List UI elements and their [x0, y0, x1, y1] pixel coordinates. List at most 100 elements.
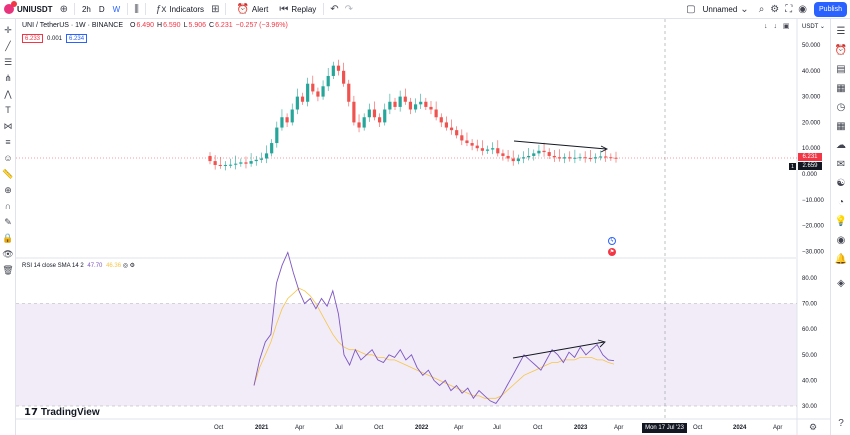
lock-icon[interactable]: 🔒	[2, 232, 14, 243]
replay-button[interactable]: ⏮ Replay	[272, 0, 320, 19]
camera-icon[interactable]: ◉	[798, 3, 807, 15]
tv-mark-icon: 𝟭𝟳	[24, 407, 38, 418]
buy-price-button[interactable]: 6.234	[66, 34, 88, 43]
fib-icon[interactable]: ≡	[5, 137, 11, 147]
ruler-icon[interactable]: 📏	[2, 168, 14, 179]
help-icon[interactable]: ?	[838, 417, 844, 429]
lightning-icon[interactable]: ϟ	[608, 237, 616, 245]
candle-body	[285, 117, 289, 123]
interval-w[interactable]: W	[112, 4, 121, 14]
candle-body	[357, 122, 361, 128]
candle-body	[218, 164, 222, 166]
candle-body	[208, 155, 212, 162]
text-tool-icon[interactable]: T	[5, 105, 11, 115]
alarm-clock-icon: ⏰	[236, 3, 249, 15]
time-tick-label: 2023	[574, 425, 588, 431]
chart-area[interactable]: 50.000 40.000 30.000 20.000 10.000 0.000 −10.0…	[16, 19, 830, 435]
candle-body	[424, 101, 428, 107]
layout-grid-icon[interactable]: ⊞	[211, 3, 220, 15]
currency-selector[interactable]: USDT ⌄	[802, 23, 825, 30]
alerts-icon[interactable]: ⏰	[834, 44, 848, 56]
calendar-grid-icon[interactable]: ▦	[836, 120, 846, 132]
tradingview-logo[interactable]: 𝟭𝟳 TradingView	[24, 407, 100, 418]
gear-icon[interactable]: ⚙	[809, 422, 818, 432]
candle-type-icon[interactable]: ⫼	[134, 3, 139, 15]
rsi-tick-label: 60.00	[802, 327, 818, 333]
zoom-in-icon[interactable]: ⊕	[4, 184, 12, 195]
calendar-icon[interactable]: ▦	[836, 82, 846, 94]
time-tick-label: Apr	[454, 425, 463, 431]
redo-icon[interactable]: ↷	[344, 3, 354, 15]
indicators-label: Indicators	[169, 4, 205, 14]
trend-line-icon[interactable]: ╱	[5, 40, 11, 51]
fullscreen-icon[interactable]: ⛶	[785, 3, 793, 15]
layers-icon[interactable]: ◈	[837, 277, 845, 289]
broadcast-icon[interactable]: ◉	[836, 234, 846, 246]
ideas-icon[interactable]: ☁	[836, 139, 846, 151]
series-controls[interactable]: ↓ ↓ ▣	[764, 23, 792, 30]
hotlist-icon[interactable]: ◷	[836, 101, 846, 113]
indicators-button[interactable]: ƒx Indicators	[149, 0, 208, 19]
price-arrow-head	[600, 145, 609, 153]
us-flag-icon[interactable]: ⚑	[608, 248, 616, 256]
candle-body	[259, 158, 263, 160]
rsi-axis-ticks[interactable]: 80.00 70.00 60.00 50.00 40.00 30.00	[16, 276, 818, 410]
alert-button[interactable]: ⏰ Alert	[229, 0, 272, 19]
interval-d[interactable]: D	[98, 4, 105, 14]
publish-button[interactable]: Publish	[814, 2, 847, 17]
pencil-lock-icon[interactable]: ✎	[4, 216, 12, 227]
pitchfork-icon[interactable]: ⋔	[4, 72, 12, 83]
settings-icon[interactable]: ⚙	[129, 263, 136, 269]
pattern-icon[interactable]: ⋀	[4, 88, 12, 99]
gear-icon[interactable]: ⚙	[770, 3, 780, 15]
time-axis-ticks[interactable]: Oct 2021 Apr Jul Oct 2022 Apr Jul Oct 2023 Apr Oct 2…	[214, 425, 782, 431]
trading-panel-icon[interactable]: ☯	[836, 177, 846, 189]
candle-body	[542, 150, 546, 153]
change-value: −0.257 (−3.96%)	[235, 22, 288, 29]
search-icon[interactable]: ⌕	[758, 3, 765, 15]
logo-text: TradingView	[40, 407, 100, 418]
pine-icon[interactable]: ◔	[837, 196, 845, 208]
eye-icon[interactable]: 👁	[2, 248, 14, 259]
candle-body	[547, 152, 551, 156]
xabcd-pattern-icon[interactable]: ⋈	[3, 120, 13, 131]
crosshair-icon[interactable]: ✛	[4, 24, 12, 35]
horizontal-lines-icon[interactable]: ☰	[3, 56, 13, 67]
candle-body	[511, 158, 515, 162]
compare-symbol-icon[interactable]: ⊕	[59, 3, 68, 15]
chat-icon[interactable]: ✉	[836, 158, 846, 170]
eye-icon[interactable]: ◎	[122, 263, 128, 269]
candle-body	[306, 83, 310, 102]
candle-body	[264, 153, 269, 159]
watchlist-icon[interactable]: ☰	[836, 25, 846, 37]
spread-value: 0.001	[47, 35, 63, 42]
price-axis-ticks[interactable]: 50.000 40.000 30.000 20.000 10.000 0.000 −10.0…	[802, 43, 825, 255]
layout-square-icon[interactable]: ▢	[686, 3, 696, 15]
candle-body	[460, 135, 464, 141]
rsi-tick-label: 40.00	[802, 378, 818, 384]
candle-body	[455, 130, 459, 136]
rsi-tick-label: 80.00	[802, 276, 818, 282]
magnet-icon[interactable]: ∩	[4, 201, 12, 211]
undo-icon[interactable]: ↶	[330, 3, 339, 15]
price-downtrend-arrow[interactable]	[513, 140, 607, 150]
sell-price-button[interactable]: 6.233	[22, 34, 44, 43]
notifications-icon[interactable]: 🔔	[834, 253, 848, 265]
emoji-icon[interactable]: ☺	[3, 153, 13, 163]
close-value: 6.231	[215, 22, 233, 29]
low-label: L	[183, 22, 188, 29]
chart-canvas[interactable]: 50.000 40.000 30.000 20.000 10.000 0.000 −10.0…	[16, 19, 830, 435]
time-tick-label: 2022	[415, 425, 429, 431]
trash-icon[interactable]: 🗑	[2, 264, 14, 275]
candle-body	[321, 86, 325, 97]
layout-name[interactable]: Unnamed ⌄	[699, 0, 756, 19]
lightbulb-icon[interactable]: 💡	[834, 215, 848, 227]
rsi-uptrend-arrow[interactable]	[512, 341, 605, 359]
price-tick-label: −10.000	[802, 198, 825, 204]
interval-2h[interactable]: 2h	[81, 4, 91, 14]
symbol-search[interactable]: UNIUSDT	[0, 0, 57, 19]
open-value: 6.490	[136, 22, 154, 29]
candle-body	[413, 104, 418, 110]
time-tick-label: Oct	[374, 425, 384, 431]
data-window-icon[interactable]: ▤	[836, 63, 846, 75]
